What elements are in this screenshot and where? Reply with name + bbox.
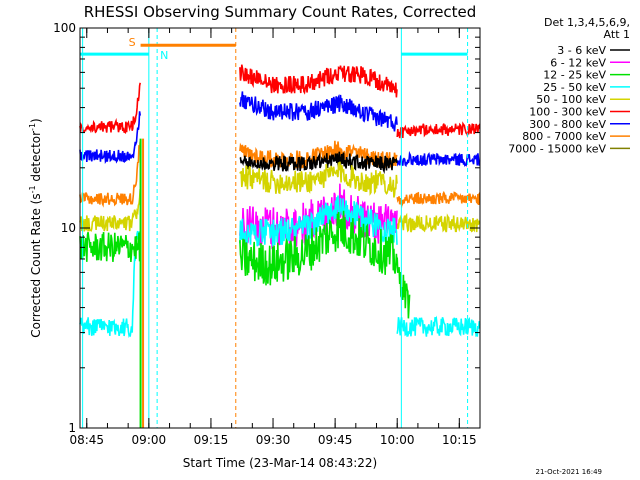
series-300-800-post-line: [396, 150, 481, 168]
series-800-7000-pre-line: [79, 141, 141, 208]
legend-entry: 300 - 800 keV: [529, 118, 630, 131]
x-tick-label: 09:30: [256, 433, 291, 447]
legend-header-detectors: Det 1,3,4,5,6,9,: [544, 16, 630, 29]
series-12-25-kev: [79, 210, 411, 319]
legend-entry: 50 - 100 keV: [536, 93, 630, 106]
legend-entry: 7000 - 15000 keV: [508, 142, 630, 155]
footer-timestamp: 21-Oct-2021 16:49: [536, 468, 602, 476]
axis-layer: 08:45 09:00 09:15 09:30 09:45 10:00 10:15 1 10 10…: [53, 21, 481, 447]
legend-entry-label: 25 - 50 keV: [543, 81, 606, 94]
series-25-50-obs-line: [239, 195, 398, 247]
series-25-50-pre-line: [79, 230, 141, 338]
plot-layer: SN: [79, 28, 481, 428]
legend-header-attenuator: Att 1: [604, 28, 630, 41]
legend-entry-label: 6 - 12 keV: [550, 56, 606, 69]
legend-entry: 3 - 6 keV: [557, 44, 630, 57]
y-axis-label-main: Corrected Count Rate (s: [29, 193, 43, 337]
legend-entry: 12 - 25 keV: [543, 69, 630, 82]
legend-entry: 6 - 12 keV: [550, 56, 630, 69]
x-tick-label: 08:45: [69, 433, 104, 447]
y-tick-label: 100: [53, 21, 76, 35]
series-12-25-obs-line: [239, 210, 398, 286]
x-tick-label: 10:00: [380, 433, 415, 447]
series-800-7000-post-line: [396, 190, 481, 209]
series-50-100-obs-line: [239, 161, 398, 198]
series-100-300-post-line: [396, 121, 481, 139]
series-25-50-post-line: [396, 315, 481, 338]
x-axis-label: Start Time (23-Mar-14 08:43:22): [183, 456, 377, 470]
series-12-25-post-line: [396, 257, 411, 319]
y-axis-label-sup1: -1: [28, 185, 37, 193]
legend-entry-label: 300 - 800 keV: [529, 118, 606, 131]
series-300-800-kev: [79, 91, 481, 168]
x-tick-label: 10:15: [442, 433, 477, 447]
legend-entry-label: 12 - 25 keV: [543, 69, 606, 82]
series-300-800-obs-line: [239, 91, 398, 132]
y-axis-label-mid: detector: [29, 131, 43, 186]
y-axis-label-sup2: -1: [28, 123, 37, 131]
series-25-50-kev: [79, 195, 481, 338]
y-axis-label-end: ): [29, 118, 43, 123]
x-tick-label: 09:00: [132, 433, 167, 447]
series-50-100-post-line: [396, 212, 481, 233]
series-100-300-kev: [79, 64, 481, 139]
series-100-300-pre-line: [79, 82, 141, 134]
legend-entry-label: 3 - 6 keV: [557, 44, 606, 57]
series-300-800-pre-line: [79, 111, 141, 165]
y-tick-label: 10: [61, 221, 76, 235]
legend-entry-label: 100 - 300 keV: [529, 106, 606, 119]
x-tick-label: 09:45: [318, 433, 353, 447]
legend-entry-label: 50 - 100 keV: [536, 93, 606, 106]
night-label: N: [160, 49, 168, 62]
chart-title: RHESSI Observing Summary Count Rates, Co…: [84, 3, 477, 21]
series-3-6-kev: [239, 151, 398, 175]
x-tick-label: 09:15: [194, 433, 229, 447]
series-100-300-obs-line: [239, 64, 398, 98]
series-50-100-pre-line: [79, 189, 141, 232]
y-axis-label: Corrected Count Rate (s-1 detector-1): [28, 118, 43, 337]
legend-entry: 100 - 300 keV: [529, 106, 630, 119]
legend-entry: 25 - 50 keV: [543, 81, 630, 94]
legend-entry-label: 800 - 7000 keV: [522, 130, 606, 143]
saa-label: S: [129, 36, 136, 49]
series-12-25-pre-line: [79, 232, 141, 263]
y-tick-label: 1: [68, 421, 76, 435]
series-3-6-obs-line: [239, 151, 398, 175]
legend-entry: 800 - 7000 keV: [522, 130, 630, 143]
series-50-100-kev: [79, 161, 481, 233]
legend-entry-label: 7000 - 15000 keV: [508, 142, 606, 155]
